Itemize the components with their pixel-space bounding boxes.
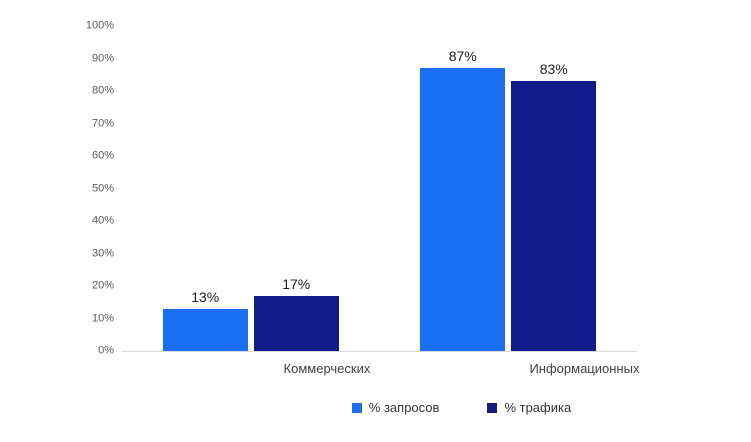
bar: 87%: [420, 48, 506, 351]
bar: 13%: [162, 288, 248, 351]
y-tick-label: 0%: [98, 344, 114, 357]
x-category-label: Коммерческих: [283, 361, 371, 376]
bar-chart: 0% 10% 20% 30% 40% 50% 60% 70% 80% 90% 100% 13% 17%…: [82, 20, 751, 415]
y-tick-label: 90%: [91, 52, 114, 64]
bar: 83%: [511, 61, 597, 351]
x-axis-labels: Коммерческих Информационных: [204, 361, 719, 376]
bar-rect: [253, 295, 339, 351]
bar-group: 13% 17%: [162, 275, 339, 351]
bar-value-label: 13%: [191, 288, 220, 305]
legend-label: % запросов: [368, 400, 440, 415]
y-tick-label: 100%: [85, 19, 114, 32]
y-tick-label: 80%: [91, 84, 114, 97]
y-tick-label: 70%: [91, 117, 114, 129]
legend-swatch: [351, 402, 362, 413]
y-tick-label: 50%: [91, 182, 114, 194]
x-category-label: Информационных: [529, 361, 640, 376]
legend-item: % трафика: [487, 400, 571, 415]
y-tick-label: 10%: [91, 312, 114, 324]
y-tick-label: 20%: [91, 279, 114, 292]
bar-value-label: 83%: [539, 61, 568, 78]
bar-rect: [162, 308, 248, 351]
bar-group: 87% 83%: [420, 48, 597, 351]
legend-swatch: [487, 402, 498, 413]
legend-label: % трафика: [504, 400, 572, 415]
bar: 17%: [253, 275, 339, 351]
y-tick-label: 40%: [91, 214, 114, 227]
legend-item: % запросов: [351, 400, 440, 415]
y-tick-label: 60%: [91, 149, 114, 162]
plot-area: 13% 17% 87% 83%: [122, 26, 637, 352]
bar-rect: [420, 68, 506, 351]
chart-area: 0% 10% 20% 30% 40% 50% 60% 70% 80% 90% 100% 13% 17%…: [82, 20, 751, 356]
bar-rect: [511, 81, 597, 351]
y-tick-label: 30%: [91, 247, 114, 259]
legend: % запросов % трафика: [204, 400, 719, 415]
bar-value-label: 17%: [282, 275, 311, 292]
y-axis: 0% 10% 20% 30% 40% 50% 60% 70% 80% 90% 100%: [82, 20, 122, 356]
bar-value-label: 87%: [448, 48, 477, 65]
